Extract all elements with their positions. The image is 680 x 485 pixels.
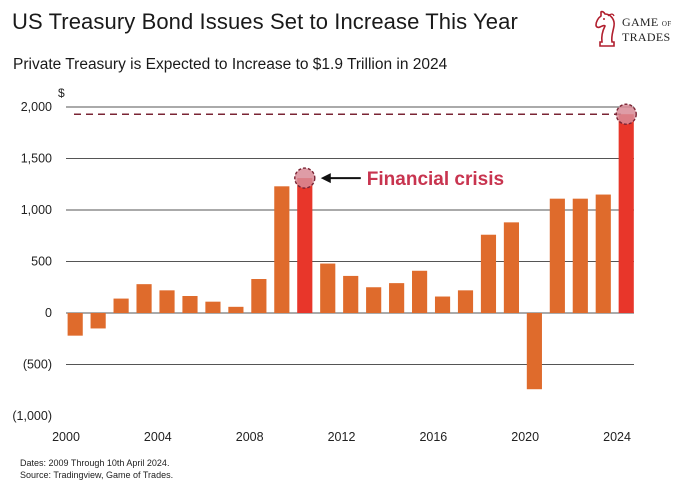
x-tick-label: 2012: [328, 430, 356, 444]
bar: [343, 275, 359, 313]
bar: [228, 306, 244, 313]
annotation-arrow-head: [320, 173, 331, 184]
bars: [67, 114, 634, 390]
logo-of: OF: [661, 20, 672, 28]
logo-ame: AME: [630, 15, 659, 29]
highlight-marker: [294, 167, 316, 189]
logo-text: GAME OF TRADES: [622, 16, 671, 44]
footnote-dates: Dates: 2009 Through 10th April 2024.: [20, 458, 170, 468]
bar: [618, 114, 634, 314]
y-tick-label: (1,000): [12, 409, 52, 423]
x-tick-label: 2024: [603, 430, 631, 444]
bar: [526, 313, 542, 390]
bar: [320, 263, 336, 313]
bar: [389, 283, 405, 313]
bar: [159, 290, 175, 313]
bar: [113, 298, 129, 313]
bar: [251, 279, 267, 313]
chess-knight-icon: [595, 10, 615, 47]
y-axis-unit-label: $: [58, 86, 65, 100]
bar: [90, 313, 106, 329]
y-tick-label: (500): [23, 358, 52, 372]
bar: [136, 284, 152, 313]
chart-subtitle: Private Treasury is Expected to Increase…: [13, 56, 448, 73]
highlight-markers: [294, 103, 637, 189]
bar: [182, 296, 198, 313]
bar: [595, 194, 611, 313]
x-axis-ticks: 2000 2004 2008 2012 2016 2020 2024: [52, 430, 631, 444]
bar: [274, 186, 290, 313]
bar: [297, 178, 313, 313]
footnote-source: Source: Tradingview, Game of Trades.: [20, 470, 174, 480]
bar: [549, 198, 565, 313]
bar: [480, 234, 497, 313]
x-tick-label: 2004: [144, 430, 172, 444]
logo: GAME OF TRADES: [592, 8, 672, 52]
y-tick-label: 500: [31, 255, 52, 269]
chart-title: US Treasury Bond Issues Set to Increase …: [12, 9, 518, 34]
y-tick-label: 0: [45, 306, 52, 320]
logo-g: G: [622, 15, 631, 29]
bar: [67, 313, 83, 336]
bar: [503, 222, 520, 313]
y-tick-label: 1,000: [21, 203, 52, 217]
x-tick-label: 2016: [419, 430, 447, 444]
highlight-marker: [615, 103, 637, 125]
y-tick-label: 1,500: [21, 152, 52, 166]
logo-trades: TRADES: [622, 30, 671, 44]
bar: [434, 296, 451, 313]
bar: [457, 290, 474, 313]
gridlines: [66, 106, 634, 365]
x-tick-label: 2000: [52, 430, 80, 444]
x-tick-label: 2008: [236, 430, 264, 444]
y-axis-ticks: 2,000 1,500 1,000 500 0 (500) (1,000): [12, 100, 52, 423]
bar: [205, 301, 221, 313]
bar: [412, 270, 428, 313]
bar: [366, 287, 382, 313]
y-tick-label: 2,000: [21, 100, 52, 114]
annotation-label: Financial crisis: [367, 169, 504, 190]
annotation-group: Financial crisis: [320, 169, 504, 190]
bar: [572, 198, 588, 313]
x-tick-label: 2020: [511, 430, 539, 444]
